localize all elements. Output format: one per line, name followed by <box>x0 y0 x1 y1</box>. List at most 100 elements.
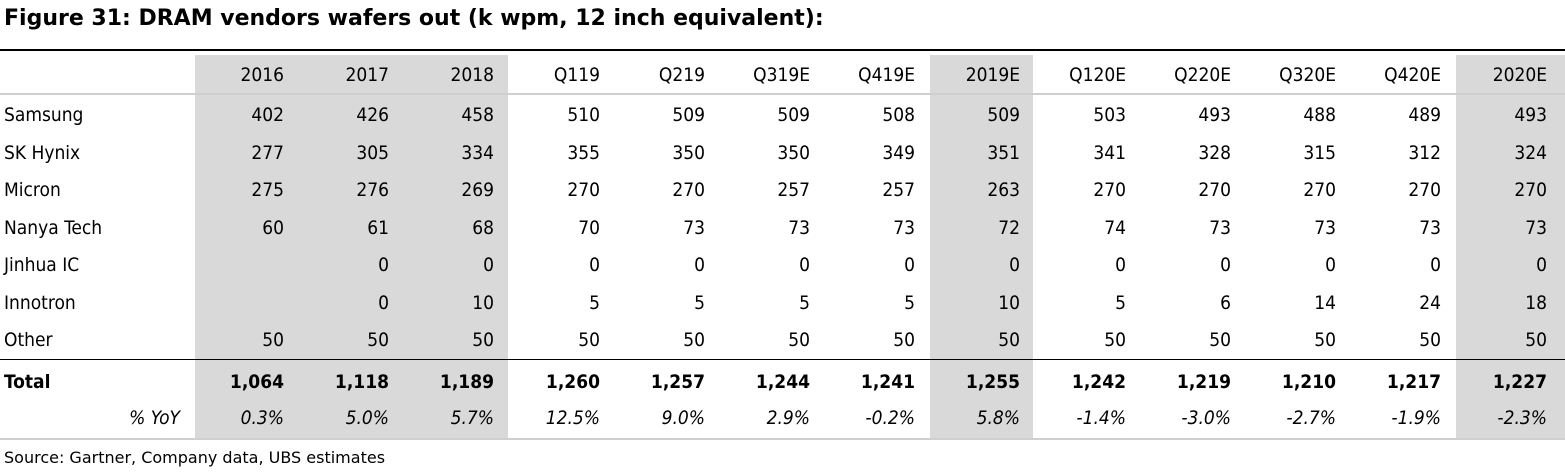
table-cell: 1,064 <box>229 371 284 393</box>
table-cell: 0 <box>694 254 705 276</box>
table-cell: 315 <box>1303 142 1336 164</box>
table-cell: 5.7% <box>450 407 494 429</box>
table-cell: 10 <box>998 292 1020 314</box>
table-cell: 493 <box>1514 104 1547 126</box>
table-cell: 458 <box>461 104 494 126</box>
table-cell: 305 <box>356 142 389 164</box>
table-cell: 508 <box>882 104 915 126</box>
table-cell: 257 <box>777 179 810 201</box>
table-row-jinhua-ic: Jinhua IC 0 0 0 0 0 0 0 0 0 0 0 0 <box>0 247 1565 283</box>
table-row-other: Other 50 50 50 50 50 50 50 50 50 50 50 5… <box>0 322 1565 358</box>
table-cell: 12.5% <box>545 407 600 429</box>
table-cell: 0 <box>1430 254 1441 276</box>
table-cell: 263 <box>987 179 1020 201</box>
table-cell: 1,257 <box>650 371 705 393</box>
bottom-rule <box>0 438 1565 440</box>
col-header: Q320E <box>1279 64 1336 86</box>
table-cell: 350 <box>777 142 810 164</box>
table-cell: 18 <box>1525 292 1547 314</box>
table-cell: 1,255 <box>965 371 1020 393</box>
table-cell: 73 <box>1419 217 1441 239</box>
table-row-nanya-tech: Nanya Tech 60 61 68 70 73 73 73 72 74 73… <box>0 210 1565 246</box>
row-label: Nanya Tech <box>4 217 103 239</box>
table-cell: 1,227 <box>1492 371 1547 393</box>
source-note: Source: Gartner, Company data, UBS estim… <box>4 448 386 467</box>
table-cell: 270 <box>1514 179 1547 201</box>
table-cell: 50 <box>1525 329 1547 351</box>
table-cell: 402 <box>251 104 284 126</box>
table-cell: 1,210 <box>1281 371 1336 393</box>
table-cell: 0 <box>1536 254 1547 276</box>
col-header: 2017 <box>345 64 390 86</box>
table-cell: 270 <box>1303 179 1336 201</box>
table-cell: 270 <box>1093 179 1126 201</box>
col-header: 2016 <box>240 64 285 86</box>
table-cell: 5.0% <box>345 407 389 429</box>
table-cell: 14 <box>1314 292 1336 314</box>
shade-2020e <box>1456 55 1565 438</box>
table-cell: 0 <box>1009 254 1020 276</box>
table-cell: 0.3% <box>240 407 284 429</box>
table-cell: 0 <box>483 254 494 276</box>
col-header: Q420E <box>1384 64 1441 86</box>
table-cell: 5 <box>1115 292 1126 314</box>
table-cell: 277 <box>251 142 284 164</box>
table-cell: 1,241 <box>860 371 915 393</box>
table-cell: -1.4% <box>1076 407 1126 429</box>
col-header: Q319E <box>753 64 810 86</box>
table-cell: 0 <box>1115 254 1126 276</box>
table-cell: 275 <box>251 179 284 201</box>
table-cell: 5 <box>589 292 600 314</box>
table-cell: 50 <box>683 329 705 351</box>
table-cell: 488 <box>1303 104 1336 126</box>
table-cell: 61 <box>367 217 389 239</box>
table-cell: 270 <box>1408 179 1441 201</box>
table-cell: 1,118 <box>334 371 389 393</box>
col-header: Q419E <box>858 64 915 86</box>
table-cell: 5 <box>694 292 705 314</box>
table-cell: 1,189 <box>439 371 494 393</box>
col-header: Q120E <box>1069 64 1126 86</box>
table-cell: 0 <box>378 254 389 276</box>
table-cell: 5 <box>904 292 915 314</box>
table-cell: 1,217 <box>1386 371 1441 393</box>
table-cell: 0 <box>1325 254 1336 276</box>
table-cell: 328 <box>1198 142 1231 164</box>
row-label: Total <box>4 371 51 393</box>
header-row: 2016 2017 2018 Q119 Q219 Q319E Q419E 201… <box>0 57 1565 93</box>
table-cell: -3.0% <box>1181 407 1231 429</box>
row-label: SK Hynix <box>4 142 81 164</box>
table-cell: 269 <box>461 179 494 201</box>
table-cell: 276 <box>356 179 389 201</box>
table-cell: 50 <box>578 329 600 351</box>
shade-annual-2016-2018 <box>195 55 508 438</box>
table-cell: 270 <box>567 179 600 201</box>
col-header: Q119 <box>553 64 600 86</box>
header-divider <box>0 93 1565 95</box>
table-cell: 5 <box>799 292 810 314</box>
table-cell: 510 <box>567 104 600 126</box>
table-cell: 0 <box>378 292 389 314</box>
table-cell: 5.8% <box>976 407 1020 429</box>
table-cell: 50 <box>472 329 494 351</box>
table-cell: 341 <box>1093 142 1126 164</box>
table-cell: 60 <box>262 217 284 239</box>
table-cell: 50 <box>998 329 1020 351</box>
table-cell: 50 <box>1104 329 1126 351</box>
table-cell: 1,219 <box>1176 371 1231 393</box>
table-cell: 509 <box>987 104 1020 126</box>
table-cell: 50 <box>262 329 284 351</box>
table-cell: 24 <box>1419 292 1441 314</box>
col-header: 2020E <box>1492 64 1547 86</box>
table-row-sk-hynix: SK Hynix 277 305 334 355 350 350 349 351… <box>0 135 1565 171</box>
table-cell: 351 <box>987 142 1020 164</box>
col-header: Q220E <box>1174 64 1231 86</box>
table-cell: 73 <box>788 217 810 239</box>
table-cell: 0 <box>589 254 600 276</box>
table-cell: 509 <box>777 104 810 126</box>
table-cell: 355 <box>567 142 600 164</box>
table-cell: -1.9% <box>1391 407 1441 429</box>
table-cell: 73 <box>1314 217 1336 239</box>
row-label: Other <box>4 329 53 351</box>
top-rule <box>0 49 1565 51</box>
